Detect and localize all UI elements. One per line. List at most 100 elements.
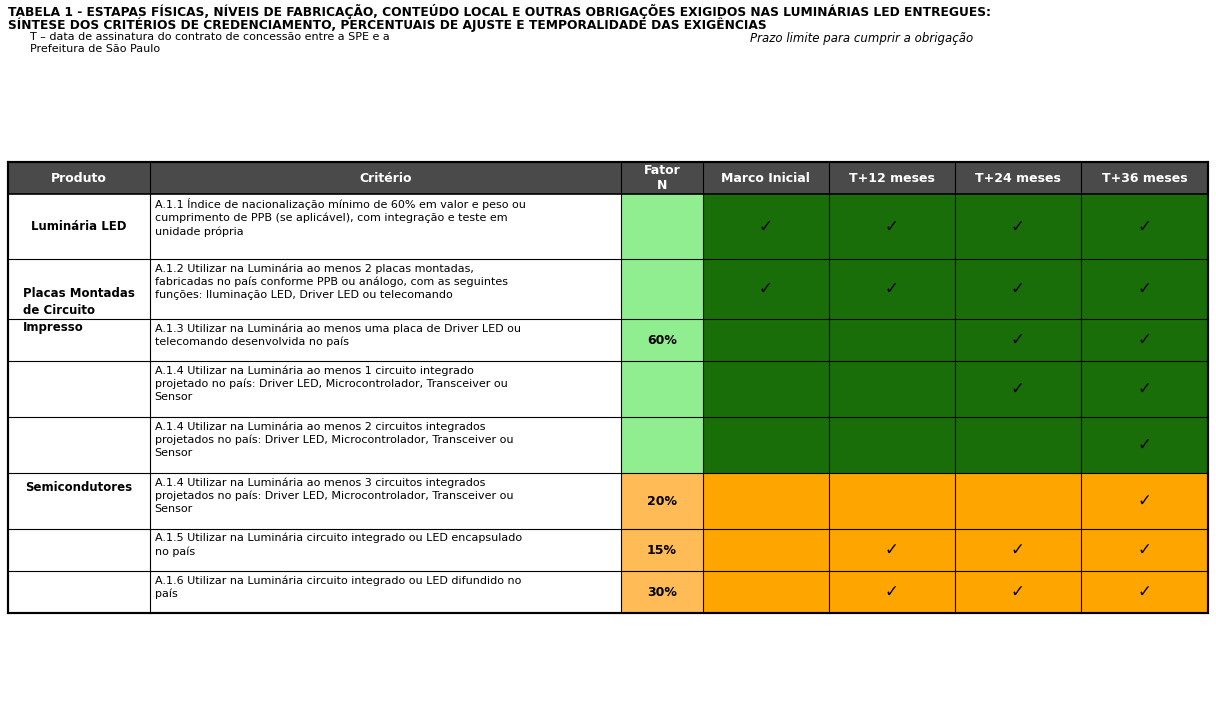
Text: A.1.4 Utilizar na Luminária ao menos 3 circuitos integrados
projetados no país: : A.1.4 Utilizar na Luminária ao menos 3 c… bbox=[154, 477, 513, 514]
Bar bbox=[9, 319, 150, 361]
Bar bbox=[1081, 473, 1207, 529]
Bar bbox=[9, 361, 150, 417]
Bar bbox=[150, 319, 621, 361]
Text: T+36 meses: T+36 meses bbox=[1102, 172, 1187, 185]
Text: T – data de assinatura do contrato de concessão entre a SPE e a: T – data de assinatura do contrato de co… bbox=[30, 32, 390, 42]
Bar bbox=[955, 319, 1081, 361]
Bar bbox=[955, 571, 1081, 613]
Text: ✓: ✓ bbox=[885, 583, 899, 601]
Bar bbox=[829, 571, 955, 613]
Text: A.1.1 Índice de nacionalização mínimo de 60% em valor e peso ou
cumprimento de P: A.1.1 Índice de nacionalização mínimo de… bbox=[154, 198, 525, 237]
Text: 30%: 30% bbox=[647, 585, 677, 599]
Bar bbox=[703, 529, 829, 571]
Bar bbox=[150, 529, 621, 571]
Bar bbox=[955, 361, 1081, 417]
Text: Luminária LED: Luminária LED bbox=[32, 220, 126, 233]
Text: 20%: 20% bbox=[647, 494, 677, 508]
Bar bbox=[955, 529, 1081, 571]
Text: A.1.5 Utilizar na Luminária circuito integrado ou LED encapsulado
no país: A.1.5 Utilizar na Luminária circuito int… bbox=[154, 533, 522, 557]
Bar bbox=[703, 473, 829, 529]
Bar bbox=[150, 194, 621, 259]
Bar bbox=[150, 473, 621, 529]
Bar bbox=[621, 361, 703, 417]
Bar bbox=[829, 259, 955, 319]
Text: A.1.3 Utilizar na Luminária ao menos uma placa de Driver LED ou
telecomando dese: A.1.3 Utilizar na Luminária ao menos uma… bbox=[154, 323, 520, 347]
Text: ✓: ✓ bbox=[1137, 380, 1152, 398]
Text: A.1.4 Utilizar na Luminária ao menos 2 circuitos integrados
projetados no país: : A.1.4 Utilizar na Luminária ao menos 2 c… bbox=[154, 421, 513, 458]
Bar bbox=[1081, 319, 1207, 361]
Text: T+24 meses: T+24 meses bbox=[975, 172, 1060, 185]
Bar bbox=[150, 571, 621, 613]
Text: ✓: ✓ bbox=[1137, 492, 1152, 510]
Text: ✓: ✓ bbox=[1010, 583, 1025, 601]
Text: 15%: 15% bbox=[647, 544, 677, 556]
Text: TABELA 1 - ESTAPAS FÍSICAS, NÍVEIS DE FABRICAÇÃO, CONTEÚDO LOCAL E OUTRAS OBRIGA: TABELA 1 - ESTAPAS FÍSICAS, NÍVEIS DE FA… bbox=[9, 4, 991, 19]
Bar bbox=[621, 417, 703, 473]
Bar bbox=[703, 259, 829, 319]
Text: ✓: ✓ bbox=[1010, 280, 1025, 298]
Bar bbox=[829, 417, 955, 473]
Text: Semicondutores: Semicondutores bbox=[26, 481, 133, 493]
Bar bbox=[9, 361, 150, 613]
Text: Placas Montadas
de Circuito
Impresso: Placas Montadas de Circuito Impresso bbox=[23, 287, 135, 334]
Bar bbox=[9, 473, 150, 529]
Bar bbox=[829, 529, 955, 571]
Bar bbox=[955, 473, 1081, 529]
Bar bbox=[1081, 194, 1207, 259]
Text: Prazo limite para cumprir a obrigação: Prazo limite para cumprir a obrigação bbox=[750, 32, 973, 45]
Bar bbox=[955, 194, 1081, 259]
Text: ✓: ✓ bbox=[885, 541, 899, 559]
Text: ✓: ✓ bbox=[1137, 280, 1152, 298]
Bar bbox=[9, 571, 150, 613]
Bar bbox=[621, 529, 703, 571]
Bar bbox=[9, 417, 150, 473]
Text: A.1.6 Utilizar na Luminária circuito integrado ou LED difundido no
país: A.1.6 Utilizar na Luminária circuito int… bbox=[154, 575, 520, 599]
Text: Fator
N: Fator N bbox=[643, 164, 681, 192]
Bar bbox=[621, 571, 703, 613]
Bar bbox=[703, 417, 829, 473]
Text: ✓: ✓ bbox=[759, 218, 772, 235]
Bar bbox=[621, 259, 703, 319]
Text: Marco Inicial: Marco Inicial bbox=[721, 172, 810, 185]
Text: SÍNTESE DOS CRITÉRIOS DE CREDENCIAMENTO, PERCENTUAIS DE AJUSTE E TEMPORALIDADE D: SÍNTESE DOS CRITÉRIOS DE CREDENCIAMENTO,… bbox=[9, 17, 766, 32]
Text: T+12 meses: T+12 meses bbox=[849, 172, 935, 185]
Bar bbox=[1081, 361, 1207, 417]
Text: ✓: ✓ bbox=[759, 280, 772, 298]
Bar bbox=[621, 319, 703, 361]
Text: ✓: ✓ bbox=[1010, 541, 1025, 559]
Bar bbox=[9, 259, 150, 319]
Bar bbox=[9, 162, 1207, 613]
Text: ✓: ✓ bbox=[885, 280, 899, 298]
Bar bbox=[703, 361, 829, 417]
Bar bbox=[621, 473, 703, 529]
Text: Prefeitura de São Paulo: Prefeitura de São Paulo bbox=[30, 44, 161, 54]
Bar bbox=[9, 162, 1207, 194]
Bar bbox=[703, 571, 829, 613]
Bar bbox=[150, 361, 621, 417]
Bar bbox=[829, 473, 955, 529]
Text: ✓: ✓ bbox=[1137, 331, 1152, 349]
Bar bbox=[703, 194, 829, 259]
Bar bbox=[9, 529, 150, 571]
Bar bbox=[829, 194, 955, 259]
Bar bbox=[703, 319, 829, 361]
Text: ✓: ✓ bbox=[1137, 583, 1152, 601]
Bar bbox=[955, 259, 1081, 319]
Text: ✓: ✓ bbox=[1137, 436, 1152, 454]
Text: ✓: ✓ bbox=[1010, 218, 1025, 235]
Bar bbox=[1081, 529, 1207, 571]
Text: ✓: ✓ bbox=[1010, 331, 1025, 349]
Bar bbox=[9, 194, 150, 259]
Bar bbox=[1081, 417, 1207, 473]
Bar bbox=[150, 259, 621, 319]
Bar bbox=[9, 194, 150, 259]
Text: ✓: ✓ bbox=[885, 218, 899, 235]
Bar bbox=[150, 417, 621, 473]
Bar bbox=[1081, 259, 1207, 319]
Bar bbox=[621, 194, 703, 259]
Text: A.1.4 Utilizar na Luminária ao menos 1 circuito integrado
projetado no país: Dri: A.1.4 Utilizar na Luminária ao menos 1 c… bbox=[154, 366, 507, 402]
Text: ✓: ✓ bbox=[1137, 218, 1152, 235]
Text: ✓: ✓ bbox=[1137, 541, 1152, 559]
Bar bbox=[9, 259, 150, 361]
Text: Critério: Critério bbox=[359, 172, 412, 185]
